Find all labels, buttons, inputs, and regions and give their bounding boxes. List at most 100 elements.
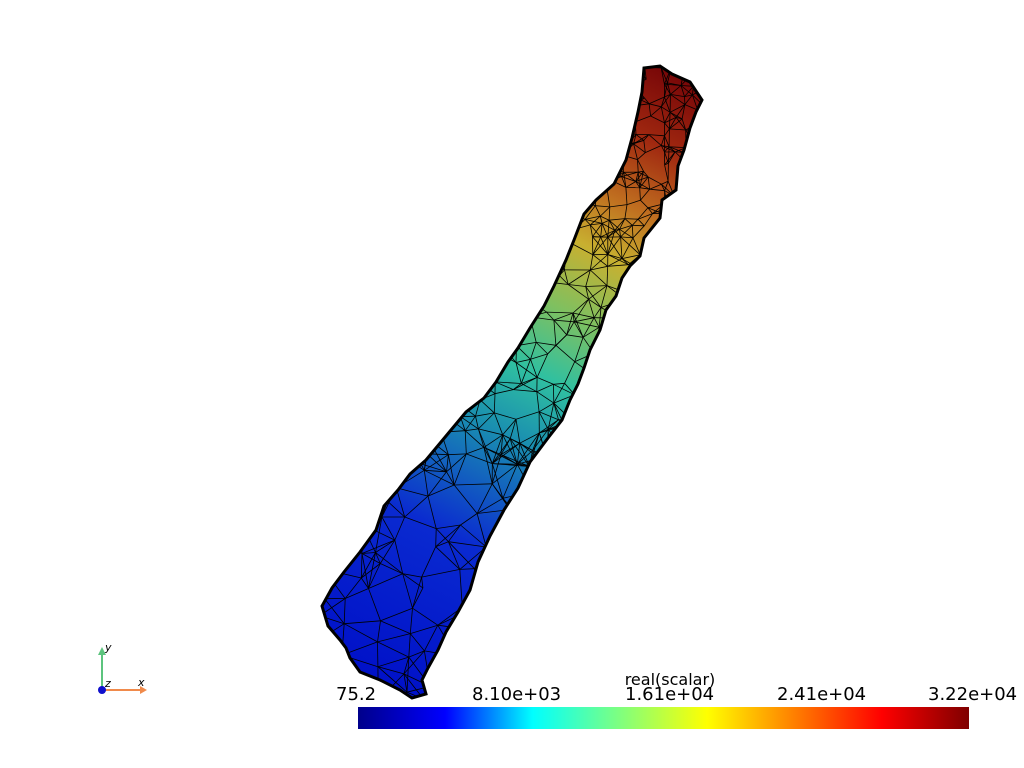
mesh-edge: [619, 229, 621, 237]
mesh-edge: [322, 175, 324, 188]
mesh-edge: [510, 300, 531, 318]
mesh-edge: [552, 633, 564, 650]
mesh-edge: [621, 176, 636, 182]
mesh-edge: [312, 263, 316, 290]
mesh-edge: [606, 266, 609, 286]
mesh-edge: [621, 66, 632, 71]
mesh-edge: [408, 246, 411, 271]
mesh-edge: [566, 581, 577, 583]
mesh-edge: [648, 176, 662, 185]
mesh-edge: [641, 413, 658, 432]
mesh-edge: [418, 93, 424, 110]
mesh-edge: [593, 307, 602, 318]
mesh-edge: [664, 83, 671, 95]
mesh-edge: [307, 236, 310, 257]
mesh-edge: [616, 588, 622, 627]
mesh-edge: [435, 210, 444, 214]
mesh-edge: [322, 246, 332, 264]
mesh-edge: [587, 66, 603, 69]
mesh-edge: [709, 232, 722, 236]
mesh-edge: [583, 82, 587, 95]
mesh-edge: [559, 196, 562, 214]
mesh-edge: [502, 418, 517, 436]
mesh-edge: [370, 305, 379, 324]
mesh-edge: [452, 204, 457, 220]
mesh-edge: [359, 103, 369, 119]
mesh-edge: [716, 166, 722, 176]
mesh-edge: [531, 178, 549, 184]
mesh-edge: [429, 402, 448, 418]
mesh-edge: [384, 76, 395, 89]
mesh-edge: [582, 620, 617, 628]
mesh-edge: [505, 75, 518, 88]
mesh-edge: [710, 402, 716, 411]
mesh-edge: [644, 578, 664, 581]
mesh-edge: [420, 224, 435, 233]
mesh-edge: [513, 389, 537, 393]
mesh-edge: [640, 249, 660, 256]
mesh-edge: [427, 347, 441, 365]
mesh-edge: [501, 97, 505, 105]
mesh-edge: [530, 353, 548, 360]
mesh-edge: [528, 127, 538, 133]
mesh-edge: [351, 383, 358, 403]
mesh-edge: [562, 58, 576, 64]
mesh-edge: [541, 82, 555, 88]
mesh-edge: [363, 239, 368, 244]
mesh-edge: [514, 282, 531, 289]
mesh-edge: [703, 324, 708, 340]
mesh-edge: [322, 187, 324, 196]
mesh-edge: [469, 140, 478, 153]
mesh-edge: [305, 257, 307, 274]
mesh-edge: [408, 650, 425, 658]
mesh-edge: [660, 465, 667, 489]
mesh-edge: [653, 308, 672, 319]
mesh-edge: [433, 232, 440, 259]
mesh-edge: [376, 413, 386, 421]
mesh-edge: [408, 224, 422, 248]
mesh-edge: [407, 353, 416, 375]
mesh-edge: [639, 629, 671, 645]
mesh-edge: [396, 82, 413, 93]
mesh-edge: [563, 425, 565, 450]
mesh-edge: [691, 165, 697, 182]
mesh-edge: [398, 192, 401, 207]
mesh-edge: [478, 93, 495, 97]
mesh-edge: [590, 223, 603, 226]
mesh-edge: [515, 182, 519, 197]
mesh-edge: [377, 633, 411, 643]
mesh-edge: [487, 119, 491, 137]
mesh-edge: [437, 258, 440, 264]
mesh-edge: [302, 83, 310, 86]
mesh-edge: [290, 616, 320, 630]
mesh-edge: [301, 214, 309, 224]
mesh-edge: [359, 91, 371, 105]
mesh-edge: [590, 486, 608, 517]
mesh-edge: [403, 656, 410, 675]
mesh-edge: [472, 228, 480, 231]
mesh-edge: [518, 119, 537, 123]
mesh-edge: [529, 466, 533, 492]
mesh-edge: [698, 236, 702, 243]
mesh-edge: [481, 66, 488, 69]
mesh-edge: [360, 262, 379, 269]
mesh-edge: [322, 302, 332, 312]
mesh-edge: [478, 199, 491, 214]
mesh-edge: [396, 82, 405, 89]
mesh-edge: [452, 679, 489, 683]
mesh-edge: [536, 383, 554, 393]
mesh-edge: [370, 460, 397, 489]
mesh-edge: [535, 192, 549, 201]
mesh-edge: [547, 144, 555, 155]
mesh-edge: [698, 129, 702, 131]
mesh-edge: [562, 599, 568, 634]
mesh-edge: [322, 341, 325, 344]
mesh-edge: [572, 178, 585, 190]
mesh-edge: [717, 136, 718, 153]
mesh-edge: [531, 491, 562, 513]
mesh-edge: [638, 427, 654, 447]
mesh-edge: [492, 96, 502, 110]
mesh-edge: [297, 135, 305, 139]
